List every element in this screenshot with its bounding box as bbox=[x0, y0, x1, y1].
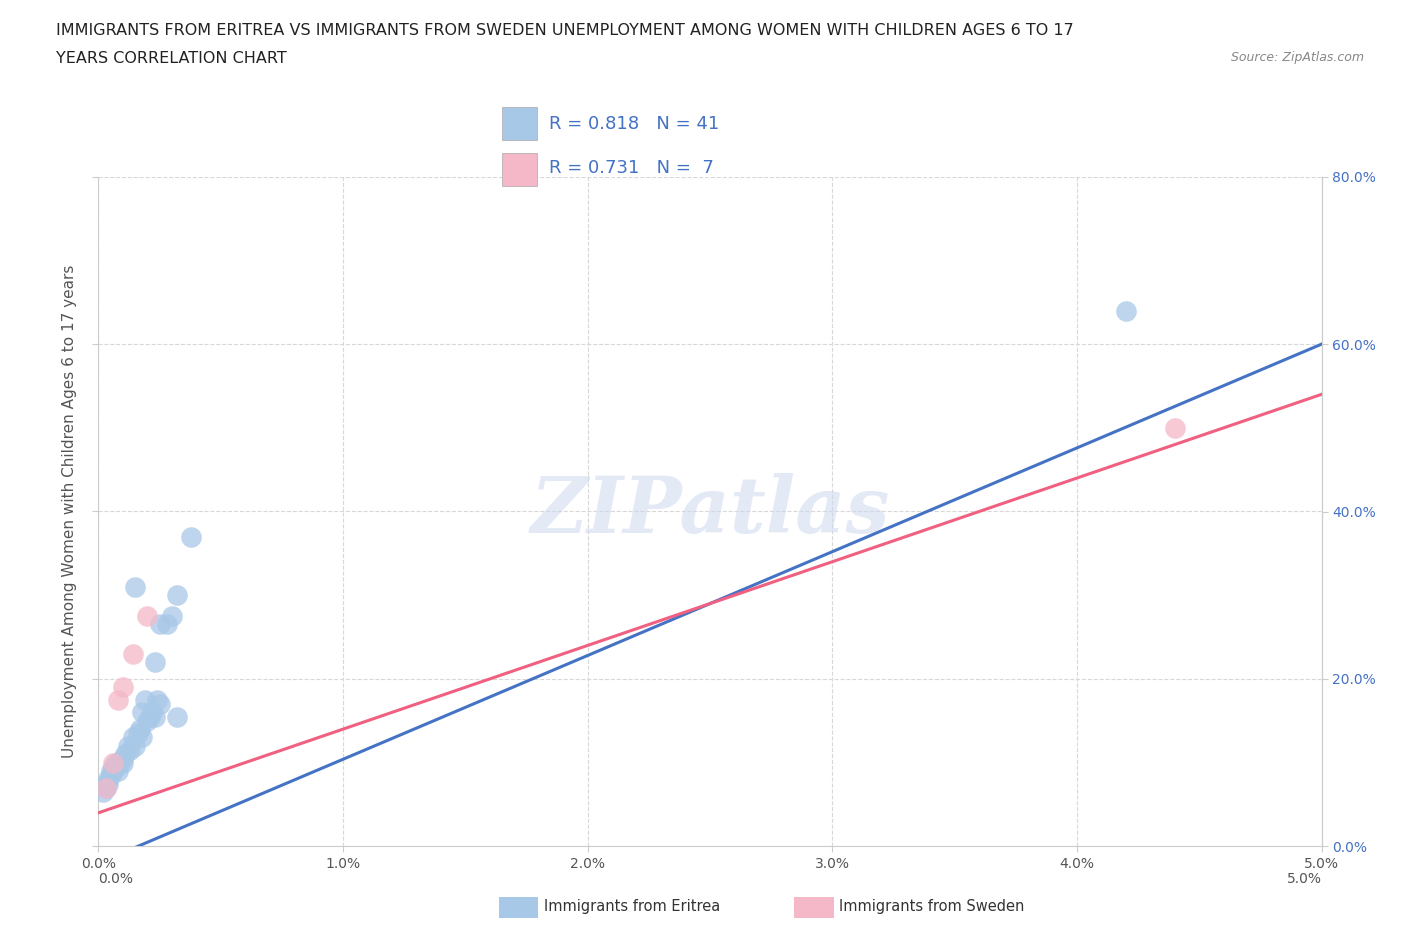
Point bbox=[94, 780, 117, 795]
Text: Immigrants from Sweden: Immigrants from Sweden bbox=[839, 899, 1025, 914]
Point bbox=[94, 776, 117, 790]
Text: 5.0%: 5.0% bbox=[1286, 871, 1322, 886]
Point bbox=[131, 730, 153, 745]
Point bbox=[104, 755, 127, 770]
Point bbox=[166, 710, 188, 724]
Point bbox=[111, 755, 134, 770]
Text: IMMIGRANTS FROM ERITREA VS IMMIGRANTS FROM SWEDEN UNEMPLOYMENT AMONG WOMEN WITH : IMMIGRANTS FROM ERITREA VS IMMIGRANTS FR… bbox=[56, 23, 1074, 38]
Text: R = 0.731   N =  7: R = 0.731 N = 7 bbox=[548, 159, 714, 178]
Point bbox=[149, 697, 172, 711]
FancyBboxPatch shape bbox=[502, 153, 537, 186]
Point bbox=[101, 759, 124, 774]
Point bbox=[121, 646, 143, 661]
Point bbox=[100, 768, 122, 783]
Point bbox=[111, 680, 134, 695]
Point bbox=[101, 755, 124, 770]
Point bbox=[1115, 303, 1137, 318]
Text: R = 0.818   N = 41: R = 0.818 N = 41 bbox=[548, 114, 718, 133]
Point bbox=[124, 579, 146, 594]
Point bbox=[117, 738, 139, 753]
Point bbox=[143, 710, 166, 724]
Point bbox=[97, 776, 120, 790]
Text: YEARS CORRELATION CHART: YEARS CORRELATION CHART bbox=[56, 51, 287, 66]
Point bbox=[1164, 420, 1187, 435]
Point bbox=[107, 693, 129, 708]
Point bbox=[141, 705, 163, 720]
Point bbox=[100, 764, 122, 778]
Point bbox=[97, 772, 120, 787]
Text: Source: ZipAtlas.com: Source: ZipAtlas.com bbox=[1230, 51, 1364, 64]
Point bbox=[149, 618, 172, 632]
Point bbox=[136, 609, 159, 624]
Point bbox=[101, 764, 124, 778]
Point bbox=[131, 705, 153, 720]
Point bbox=[124, 738, 146, 753]
Y-axis label: Unemployment Among Women with Children Ages 6 to 17 years: Unemployment Among Women with Children A… bbox=[62, 265, 77, 758]
Point bbox=[110, 755, 132, 770]
Point bbox=[121, 730, 143, 745]
Point bbox=[139, 710, 162, 724]
Point bbox=[146, 693, 169, 708]
Point bbox=[136, 713, 159, 728]
Point bbox=[180, 529, 202, 544]
Point bbox=[143, 655, 166, 670]
Point bbox=[120, 742, 142, 757]
Point bbox=[94, 780, 117, 795]
Point bbox=[127, 726, 149, 741]
Point bbox=[104, 759, 127, 774]
Point bbox=[111, 751, 134, 766]
Point bbox=[129, 722, 152, 737]
Text: 0.0%: 0.0% bbox=[98, 871, 134, 886]
Point bbox=[107, 755, 129, 770]
Point bbox=[114, 747, 136, 762]
Point bbox=[91, 785, 114, 800]
Text: ZIPatlas: ZIPatlas bbox=[530, 473, 890, 550]
Point bbox=[160, 609, 183, 624]
FancyBboxPatch shape bbox=[502, 108, 537, 140]
Point bbox=[166, 588, 188, 603]
Text: Immigrants from Eritrea: Immigrants from Eritrea bbox=[544, 899, 720, 914]
Point bbox=[107, 764, 129, 778]
Point bbox=[134, 693, 156, 708]
Point bbox=[156, 618, 179, 632]
